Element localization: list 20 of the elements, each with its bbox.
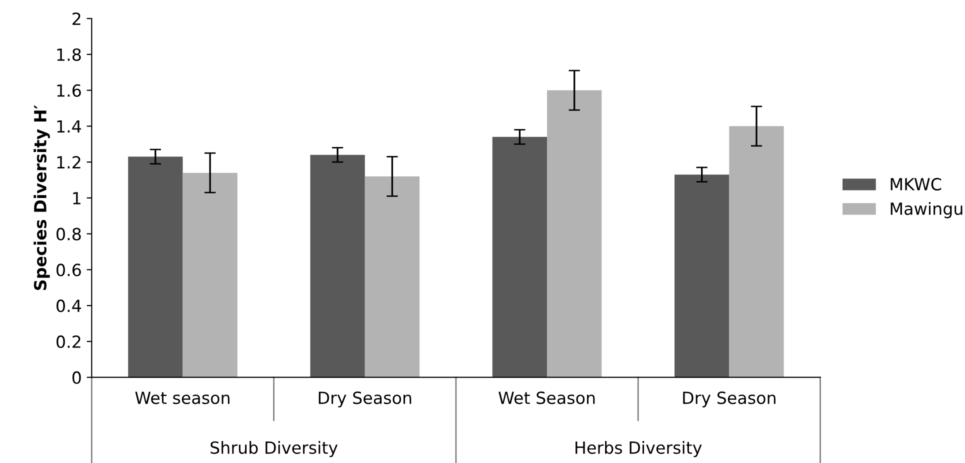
y-tick-label: 1.8 bbox=[57, 48, 81, 61]
y-tick-label: 0.8 bbox=[56, 228, 81, 240]
x-tick-label: Dry Season bbox=[318, 392, 412, 408]
legend-label: MKWC bbox=[890, 178, 942, 191]
text: Herbs Diversity bbox=[576, 441, 702, 458]
y-tick-label: 1.4 bbox=[57, 120, 82, 132]
y-tick-label: 1 bbox=[73, 192, 80, 204]
y-axis-title: Species Diversity H′ bbox=[34, 105, 50, 290]
y-tick-label: 0.4 bbox=[56, 300, 82, 312]
x-tick-label: Dry Season bbox=[683, 392, 776, 408]
y-tick-label: 0.6 bbox=[56, 264, 81, 276]
y-tick-label: 0 bbox=[72, 371, 81, 384]
text: Shrub Diversity bbox=[210, 441, 338, 458]
y-tick-label: 2 bbox=[72, 12, 80, 25]
x-tick-label: Wet season bbox=[135, 392, 230, 404]
legend-label: Mawingu bbox=[890, 202, 962, 218]
y-tick-label: 1.2 bbox=[57, 156, 80, 168]
x-tick-label: Wet Season bbox=[498, 392, 595, 404]
y-tick-label: 0.2 bbox=[56, 335, 80, 348]
y-tick-label: 1.6 bbox=[57, 84, 81, 97]
